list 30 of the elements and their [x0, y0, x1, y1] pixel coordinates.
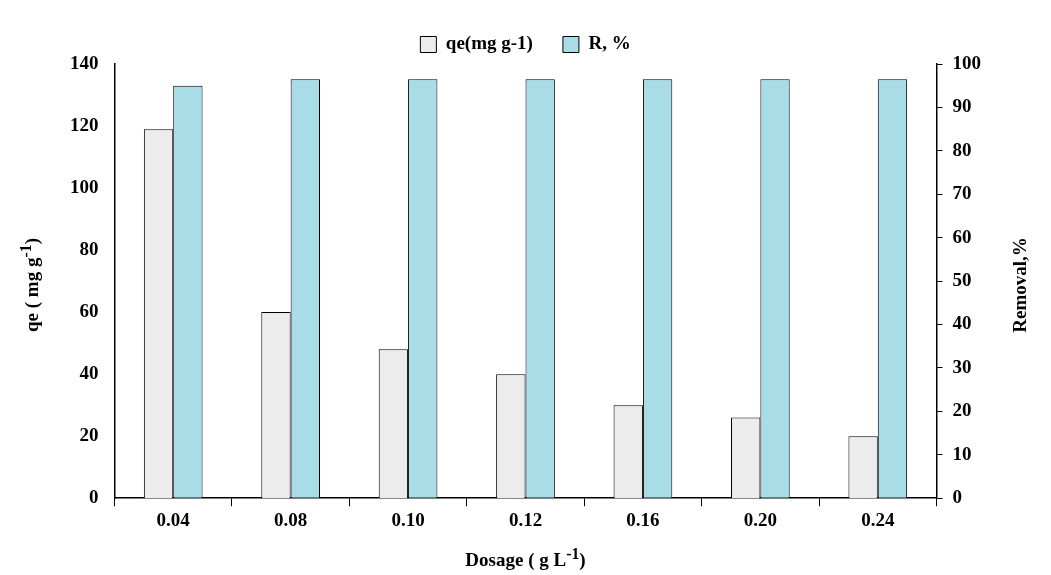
y-tick-label: 40 [79, 362, 99, 384]
x-tick-label: 0.16 [626, 508, 660, 530]
legend-label: qe(mg g-1) [445, 32, 533, 55]
y2-tick-label: 40 [952, 312, 972, 334]
y-tick-label: 0 [89, 486, 99, 508]
y2-tick-label: 0 [952, 486, 962, 508]
y2-tick-label: 10 [952, 442, 972, 464]
x-tick-label: 0.04 [156, 508, 191, 530]
x-tick-label: 0.20 [743, 508, 777, 530]
x-tick-label: 0.10 [391, 508, 425, 530]
y2-tick-label: 100 [952, 51, 981, 73]
x-axis-title: Dosage ( g L$^{-1}$) [465, 545, 586, 572]
y-tick-label: 120 [70, 113, 99, 135]
y2-tick-label: 30 [952, 355, 972, 377]
legend-label: R, % [588, 32, 631, 54]
y2-axis-title: Removal,% [1009, 237, 1031, 333]
x-tick-label: 0.08 [274, 508, 308, 530]
y2-tick-label: 70 [952, 182, 972, 204]
y2-tick-label: 90 [952, 95, 972, 117]
y2-tick-label: 80 [952, 138, 972, 160]
y-tick-label: 100 [70, 175, 99, 197]
y-tick-label: 20 [79, 424, 99, 446]
y-tick-label: 140 [70, 51, 99, 73]
y2-tick-label: 60 [952, 225, 972, 247]
y-tick-label: 80 [79, 237, 99, 259]
y-tick-label: 60 [79, 300, 99, 322]
y2-tick-label: 50 [952, 269, 972, 291]
y2-tick-label: 20 [952, 399, 972, 421]
x-tick-label: 0.12 [508, 508, 543, 530]
x-tick-label: 0.24 [861, 508, 895, 530]
